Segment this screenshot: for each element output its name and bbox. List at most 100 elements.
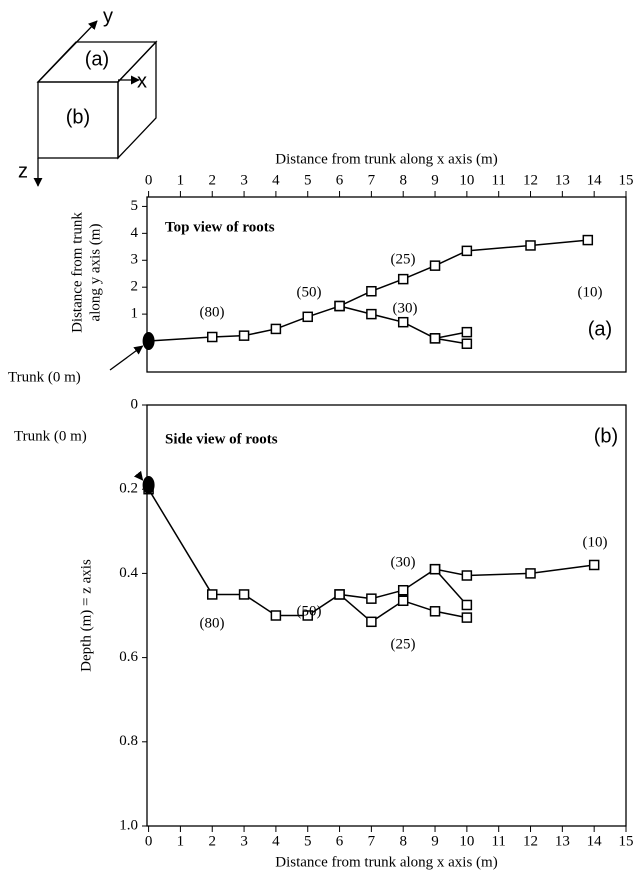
x-tick-label: 13 — [555, 172, 570, 188]
annotation: (80) — [200, 304, 225, 320]
data-point — [238, 330, 250, 341]
trunk — [142, 475, 155, 494]
annotation: (80) — [200, 615, 225, 631]
plot-frame — [146, 196, 627, 373]
trunk-arrow — [133, 470, 144, 481]
data-point — [397, 595, 409, 607]
x-tick-label: 7 — [368, 833, 376, 849]
y-axis-title: Depth (m) = z axis — [78, 559, 94, 672]
x-tick-label: 0 — [145, 172, 153, 188]
data-point — [429, 563, 441, 575]
data-point — [206, 331, 218, 343]
y-axis-title: Distance from trunk — [69, 212, 85, 333]
y-tick-label: 1.0 — [119, 817, 138, 833]
annotation: Side view of roots — [165, 431, 278, 447]
data-point — [582, 234, 594, 246]
data-point — [366, 308, 377, 320]
series-line — [147, 488, 595, 617]
data-point — [461, 612, 473, 623]
annotation: (30) — [391, 554, 416, 570]
x-tick-label: 0 — [145, 833, 153, 849]
plot-frame — [146, 404, 627, 827]
x-tick-label: 10 — [459, 172, 474, 188]
face-label: (b) — [66, 106, 90, 128]
cube-side — [117, 40, 157, 160]
y-tick-label: 0 — [131, 396, 139, 412]
data-point — [270, 323, 282, 335]
x-tick-label: 11 — [491, 172, 505, 188]
x-tick-label: 15 — [619, 833, 634, 849]
data-point — [397, 316, 409, 328]
data-point — [429, 606, 441, 617]
data-point — [461, 326, 473, 338]
trunk-label: Trunk (0 m) — [14, 428, 87, 444]
data-point — [588, 559, 600, 571]
y-axis-title: along y axis (m) — [87, 224, 103, 322]
data-point — [302, 610, 313, 621]
x-tick-label: 12 — [523, 833, 538, 849]
x-tick-label: 13 — [555, 833, 570, 849]
face-label: (a) — [85, 48, 109, 70]
y-tick-label: 4 — [131, 225, 139, 241]
y-tick-label: 3 — [131, 252, 139, 268]
data-point — [334, 300, 345, 312]
annotation: Top view of roots — [165, 219, 275, 235]
data-point — [397, 273, 409, 285]
trunk-label: Trunk (0 m) — [8, 369, 81, 385]
axis-name: y — [103, 5, 113, 27]
data-point — [334, 589, 345, 600]
series-line — [148, 239, 588, 342]
axis-arrow — [39, 20, 98, 81]
x-tick-label: 14 — [587, 172, 603, 188]
y-tick-label: 0.8 — [119, 733, 138, 749]
x-tick-label: 7 — [368, 172, 376, 188]
trunk — [142, 332, 155, 351]
y-tick-label: 1 — [131, 306, 139, 322]
series-line — [434, 568, 468, 606]
x-tick-label: 4 — [272, 172, 280, 188]
x-tick-label: 3 — [240, 833, 248, 849]
y-tick-label: 0.4 — [119, 565, 138, 581]
annotation: (25) — [391, 636, 416, 652]
data-point — [366, 285, 377, 297]
data-point — [461, 245, 473, 257]
y-tick-label: 0.2 — [119, 481, 138, 497]
x-tick-label: 5 — [304, 833, 312, 849]
annotation: (a) — [588, 318, 612, 340]
x-axis-title: Distance from trunk along x axis (m) — [275, 151, 497, 167]
x-tick-label: 9 — [431, 172, 439, 188]
data-point — [366, 616, 377, 628]
data-point — [429, 333, 441, 344]
x-tick-label: 6 — [336, 833, 344, 849]
data-point — [461, 570, 473, 581]
series-line — [434, 337, 467, 345]
cube — [33, 20, 158, 187]
data-point — [397, 584, 409, 596]
data-point — [206, 589, 218, 600]
x-tick-label: 14 — [587, 833, 603, 849]
annotation: (50) — [297, 284, 322, 300]
trunk-arrow — [109, 345, 144, 371]
annotation: (30) — [393, 300, 418, 316]
data-point — [525, 240, 536, 251]
x-tick-label: 8 — [399, 172, 407, 188]
x-tick-label: 15 — [619, 172, 634, 188]
data-point — [270, 610, 282, 621]
data-point — [461, 599, 473, 611]
x-tick-label: 2 — [208, 833, 216, 849]
x-tick-label: 8 — [399, 833, 407, 849]
annotation: (b) — [594, 425, 618, 447]
x-tick-label: 1 — [177, 833, 185, 849]
data-point — [525, 568, 536, 579]
x-tick-label: 3 — [240, 172, 248, 188]
y-tick-label: 2 — [131, 279, 139, 295]
x-tick-label: 2 — [208, 172, 216, 188]
data-point — [238, 589, 250, 600]
data-point — [429, 260, 441, 271]
data-point — [461, 338, 473, 349]
x-tick-label: 12 — [523, 172, 538, 188]
axis-name: x — [137, 70, 147, 92]
x-tick-label: 9 — [431, 833, 439, 849]
data-point — [366, 593, 377, 604]
